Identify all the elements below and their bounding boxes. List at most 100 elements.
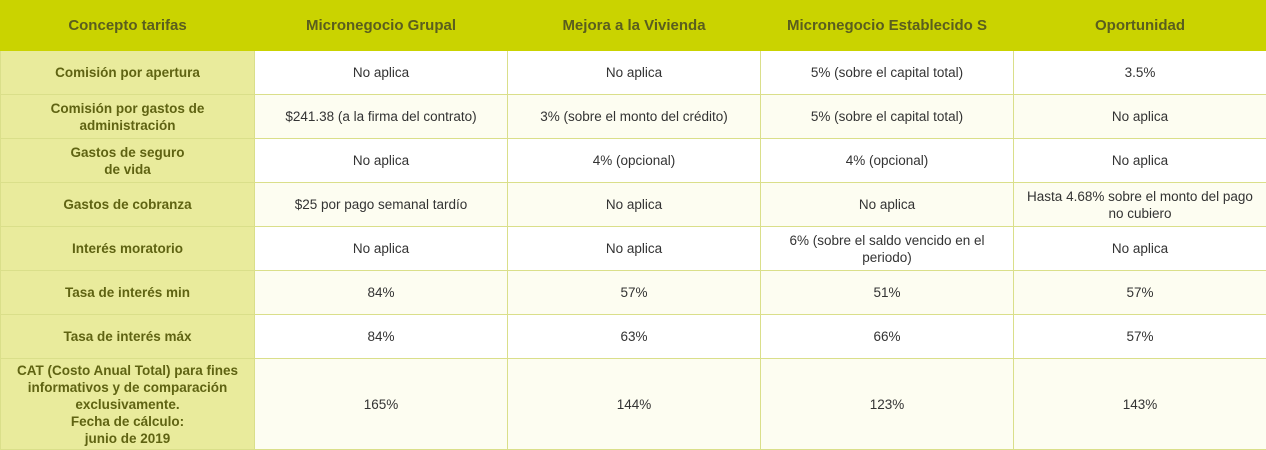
cell-line: No aplica [1111,109,1169,124]
table-cell: 3% (sobre el monto del crédito) [507,94,761,139]
table-cell: No aplica [507,50,761,95]
cell-line: 6% (sobre el saldo vencido en el [789,232,985,248]
row-gastos-cobranza: Gastos de cobranza $25 por pago semanal t… [0,182,1266,227]
header-mejora-vivienda: Mejora a la Vivienda [507,0,761,51]
table-cell: 165% [254,358,508,450]
table-cell: 144% [507,358,761,450]
cell-line: Tasa de interés máx [63,329,192,344]
row-gastos-seguro-vida: Gastos de seguro de vida No aplica 4% (opci… [0,138,1266,183]
row-comision-gastos-administracion: Comisión por gastos de administración $241… [0,94,1266,139]
cell-line: No aplica [352,65,410,80]
cell-line: No aplica [858,197,916,212]
row-comision-apertura: Comisión por apertura No aplica No aplica 5… [0,50,1266,95]
table-cell: 5% (sobre el capital total) [760,50,1014,95]
table-cell: 66% [760,314,1014,359]
cell-line: No aplica [352,153,410,168]
cell-line: 144% [616,396,652,412]
cell-line: de vida [104,161,151,177]
table-cell: No aplica [254,138,508,183]
cell-line: Gastos de seguro [70,144,185,160]
row-label: Comisión por gastos de administración [0,94,255,139]
cell-line: 63% [620,329,648,344]
cell-line: 3% (sobre el monto del crédito) [540,109,728,124]
cell-line: informativos y de comparación [27,379,228,395]
table-cell: 84% [254,314,508,359]
table-cell: No aplica [1013,138,1266,183]
table-cell: $241.38 (a la firma del contrato) [254,94,508,139]
cell-line: 57% [1126,285,1154,300]
table-cell: No aplica [254,50,508,95]
header-micronegocio-grupal: Micronegocio Grupal [254,0,508,51]
cell-line: no cubiero [1108,205,1172,221]
table-cell: 51% [760,270,1014,315]
table-cell: 6% (sobre el saldo vencido en el periodo) [760,226,1014,271]
cell-line: 57% [1126,329,1154,344]
table-body: Comisión por apertura No aplica No aplica 5… [0,50,1266,450]
table-cell: 123% [760,358,1014,450]
cell-line: CAT (Costo Anual Total) para fines [16,362,238,378]
cell-line: 51% [873,285,901,300]
row-label: Comisión por apertura [0,50,255,95]
row-label: Tasa de interés máx [0,314,255,359]
cell-line: Tasa de interés min [64,285,191,300]
cell-line: 84% [367,329,395,344]
header-oportunidad: Oportunidad [1013,0,1266,51]
table-cell: 3.5% [1013,50,1266,95]
table-cell: No aplica [760,182,1014,227]
cell-line: 4% (opcional) [845,153,929,168]
row-interes-moratorio: Interés moratorio No aplica No aplica 6% (s… [0,226,1266,271]
row-cat: CAT (Costo Anual Total) para fines inform… [0,358,1266,450]
cell-line: No aplica [1111,153,1169,168]
cell-line: Comisión por apertura [55,65,200,80]
table-cell: 57% [507,270,761,315]
cell-line: 165% [363,396,399,412]
table-cell: 84% [254,270,508,315]
row-label: Tasa de interés min [0,270,255,315]
cell-line: 5% (sobre el capital total) [810,65,964,80]
table-cell: No aplica [1013,226,1266,271]
cell-line: Gastos de cobranza [63,197,192,212]
cell-line: No aplica [605,65,663,80]
cell-line: 143% [1122,396,1158,412]
table-cell: No aplica [254,226,508,271]
cell-line: 57% [620,285,648,300]
table-cell: No aplica [507,226,761,271]
cell-line: 5% (sobre el capital total) [810,109,964,124]
row-label: CAT (Costo Anual Total) para fines inform… [0,358,255,450]
table-cell: No aplica [1013,94,1266,139]
row-label: Gastos de seguro de vida [0,138,255,183]
cell-line: 123% [869,396,905,412]
cell-line: No aplica [605,241,663,256]
row-tasa-interes-min: Tasa de interés min 84% 57% 51% 57% [0,270,1266,315]
cell-line: No aplica [605,197,663,212]
table-cell: No aplica [507,182,761,227]
table-cell: 57% [1013,314,1266,359]
cell-line: Comisión por gastos de [50,100,205,116]
row-label: Interés moratorio [0,226,255,271]
row-label: Gastos de cobranza [0,182,255,227]
row-tasa-interes-max: Tasa de interés máx 84% 63% 66% 57% [0,314,1266,359]
cell-line: Fecha de cálculo: [70,413,185,429]
cell-line: $241.38 (a la firma del contrato) [285,109,477,124]
cell-line: administración [79,117,176,133]
cell-line: 66% [873,329,901,344]
cell-line: $25 por pago semanal tardío [294,197,468,212]
cell-line: exclusivamente. [75,396,180,412]
table-cell: 143% [1013,358,1266,450]
table-cell: $25 por pago semanal tardío [254,182,508,227]
cell-line: 3.5% [1124,65,1156,80]
header-micronegocio-establecido: Micronegocio Establecido S [760,0,1014,51]
cell-line: 4% (opcional) [592,153,676,168]
table-cell: 5% (sobre el capital total) [760,94,1014,139]
header-row: Concepto tarifas Micronegocio Grupal Mej… [0,0,1266,51]
cell-line: Hasta 4.68% sobre el monto del pago [1027,188,1253,204]
cell-line: junio de 2019 [84,430,171,446]
table-cell: 4% (opcional) [507,138,761,183]
cell-line: Interés moratorio [71,241,184,256]
cell-line: periodo) [862,249,912,265]
cell-line: No aplica [1111,241,1169,256]
table-cell: 63% [507,314,761,359]
cell-line: 84% [367,285,395,300]
table-cell: 4% (opcional) [760,138,1014,183]
